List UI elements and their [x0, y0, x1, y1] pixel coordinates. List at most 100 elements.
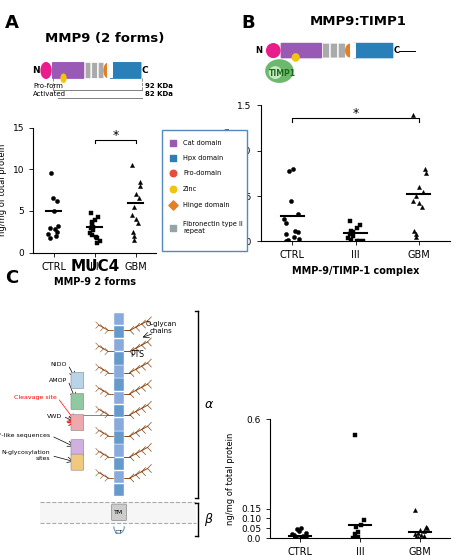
FancyBboxPatch shape [114, 457, 124, 470]
Ellipse shape [60, 73, 67, 83]
Text: Zinc: Zinc [183, 186, 197, 192]
Point [353, 236, 361, 245]
Point [170, 169, 177, 178]
Point [414, 533, 421, 542]
FancyBboxPatch shape [110, 62, 141, 79]
Point [128, 160, 136, 169]
Point [289, 530, 296, 539]
Point [409, 196, 417, 205]
Y-axis label: ng/mg of total protein: ng/mg of total protein [0, 144, 7, 236]
Point [347, 226, 355, 235]
Text: C: C [5, 269, 18, 287]
Point [357, 521, 365, 530]
FancyBboxPatch shape [98, 63, 104, 78]
Point [130, 235, 138, 244]
Text: TIMP1: TIMP1 [269, 69, 296, 78]
Point [50, 206, 58, 215]
Point [351, 431, 359, 440]
Point [287, 196, 295, 205]
Point [410, 226, 418, 235]
Text: O-glycan
chains: O-glycan chains [145, 321, 176, 334]
Point [413, 191, 420, 200]
Point [294, 228, 301, 237]
FancyBboxPatch shape [40, 502, 196, 523]
Ellipse shape [292, 53, 300, 62]
Point [299, 532, 307, 541]
Point [96, 236, 104, 245]
FancyBboxPatch shape [330, 43, 337, 58]
Text: MUC4: MUC4 [70, 259, 119, 274]
Ellipse shape [40, 62, 52, 79]
Point [285, 166, 292, 175]
Point [137, 181, 144, 190]
Point [346, 217, 354, 226]
Point [170, 200, 177, 209]
Point [283, 230, 290, 239]
Text: CT: CT [115, 529, 123, 534]
Point [416, 526, 424, 535]
Point [290, 233, 297, 241]
Text: TM: TM [114, 509, 124, 515]
Point [291, 531, 298, 540]
Point [352, 523, 360, 532]
Point [284, 235, 292, 244]
Point [131, 202, 138, 211]
Text: EGF-like sequences: EGF-like sequences [0, 433, 50, 438]
Point [46, 233, 54, 242]
FancyBboxPatch shape [71, 440, 84, 456]
Text: N: N [32, 66, 39, 75]
Text: *: * [352, 107, 359, 120]
X-axis label: MMP-9/TIMP-1 complex: MMP-9/TIMP-1 complex [292, 266, 419, 276]
Text: C: C [393, 46, 400, 55]
Point [170, 153, 177, 162]
Point [411, 530, 419, 539]
Text: Pro-domain: Pro-domain [183, 170, 221, 176]
Point [423, 524, 431, 533]
FancyBboxPatch shape [71, 415, 84, 431]
Point [292, 534, 300, 543]
Text: NIDO: NIDO [50, 362, 67, 367]
Point [282, 236, 290, 245]
Point [54, 221, 62, 230]
FancyBboxPatch shape [114, 339, 124, 351]
Point [130, 231, 138, 240]
Point [301, 532, 309, 541]
Ellipse shape [266, 43, 281, 58]
FancyBboxPatch shape [71, 393, 84, 410]
Point [170, 138, 177, 147]
Point [292, 534, 299, 543]
Point [419, 187, 427, 196]
Point [302, 533, 310, 542]
Point [289, 164, 297, 173]
Point [415, 199, 423, 208]
FancyBboxPatch shape [353, 43, 393, 58]
Point [415, 183, 422, 191]
Point [417, 531, 424, 540]
Point [88, 220, 96, 229]
Point [421, 164, 428, 173]
Point [291, 533, 298, 542]
Point [295, 526, 303, 535]
Point [129, 228, 137, 236]
Text: B: B [242, 14, 255, 32]
Text: MMP9:TIMP1: MMP9:TIMP1 [310, 15, 406, 28]
FancyBboxPatch shape [114, 392, 124, 404]
Point [88, 217, 95, 226]
Point [49, 194, 57, 203]
Point [90, 225, 97, 234]
Text: Fibronectin type II
repeat: Fibronectin type II repeat [183, 221, 243, 234]
Point [354, 533, 362, 542]
FancyBboxPatch shape [114, 431, 124, 444]
Point [283, 236, 291, 245]
Point [54, 228, 61, 236]
Point [88, 230, 96, 239]
Text: MMP9 (2 forms): MMP9 (2 forms) [45, 32, 164, 45]
X-axis label: MMP-9 2 forms: MMP-9 2 forms [54, 277, 136, 287]
Point [91, 215, 99, 224]
Point [412, 230, 420, 239]
Point [356, 221, 364, 230]
Point [132, 190, 139, 199]
Point [87, 208, 95, 217]
Point [359, 236, 367, 245]
FancyBboxPatch shape [114, 405, 124, 417]
